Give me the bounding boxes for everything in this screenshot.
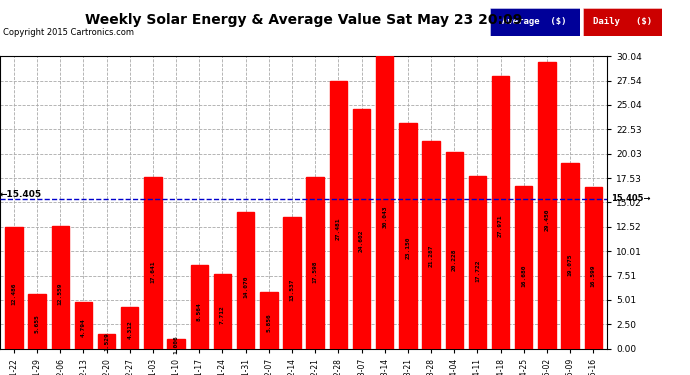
Bar (422, 141, 440, 349)
Text: 16.680: 16.680 (521, 264, 526, 287)
Bar (28, 294, 46, 349)
Bar (330, 81, 347, 349)
Bar (190, 266, 208, 349)
Text: 1.006: 1.006 (174, 335, 179, 354)
Bar (306, 177, 324, 349)
Text: 12.486: 12.486 (12, 283, 17, 305)
Text: 1.529: 1.529 (104, 333, 109, 351)
Text: 17.641: 17.641 (150, 260, 155, 283)
Text: 30.043: 30.043 (382, 206, 387, 228)
Text: 5.655: 5.655 (34, 315, 39, 333)
Text: 29.450: 29.450 (544, 209, 549, 231)
Text: 14.070: 14.070 (243, 276, 248, 298)
Text: 20.228: 20.228 (452, 249, 457, 272)
Bar (446, 152, 463, 349)
Text: 12.559: 12.559 (58, 282, 63, 305)
Bar (284, 217, 301, 349)
Text: 7.712: 7.712 (220, 306, 225, 324)
Text: Average  ($): Average ($) (502, 17, 567, 26)
Text: 8.564: 8.564 (197, 302, 201, 321)
Text: 17.722: 17.722 (475, 260, 480, 282)
Bar (121, 307, 139, 349)
Bar (353, 109, 371, 349)
Text: 4.794: 4.794 (81, 318, 86, 337)
Text: 17.598: 17.598 (313, 260, 317, 283)
Bar (376, 56, 393, 349)
Text: ←15.405: ←15.405 (0, 190, 42, 199)
Text: Copyright 2015 Cartronics.com: Copyright 2015 Cartronics.com (3, 28, 135, 37)
Text: 19.075: 19.075 (568, 254, 573, 276)
Text: 15.405→: 15.405→ (611, 194, 650, 203)
Bar (237, 212, 255, 349)
Bar (260, 292, 277, 349)
Bar (168, 339, 185, 349)
Bar (6, 227, 23, 349)
Text: 27.481: 27.481 (336, 217, 341, 240)
Bar (538, 62, 555, 349)
Bar (75, 302, 92, 349)
Bar (584, 187, 602, 349)
Bar (469, 176, 486, 349)
Bar (515, 186, 533, 349)
Bar (52, 226, 69, 349)
Text: 24.602: 24.602 (359, 230, 364, 252)
Text: 21.287: 21.287 (428, 244, 433, 267)
Text: 4.312: 4.312 (127, 321, 132, 339)
Bar (562, 163, 579, 349)
Bar (214, 274, 231, 349)
Bar (400, 123, 417, 349)
Text: 5.856: 5.856 (266, 314, 271, 333)
Bar (144, 177, 161, 349)
Text: Weekly Solar Energy & Average Value Sat May 23 20:09: Weekly Solar Energy & Average Value Sat … (85, 13, 522, 27)
Text: Daily   ($): Daily ($) (593, 17, 652, 26)
Bar (492, 76, 509, 349)
Text: 23.150: 23.150 (406, 236, 411, 259)
Text: 13.537: 13.537 (290, 278, 295, 301)
Text: 27.971: 27.971 (498, 215, 503, 237)
Bar (98, 334, 115, 349)
Text: 16.599: 16.599 (591, 265, 595, 287)
